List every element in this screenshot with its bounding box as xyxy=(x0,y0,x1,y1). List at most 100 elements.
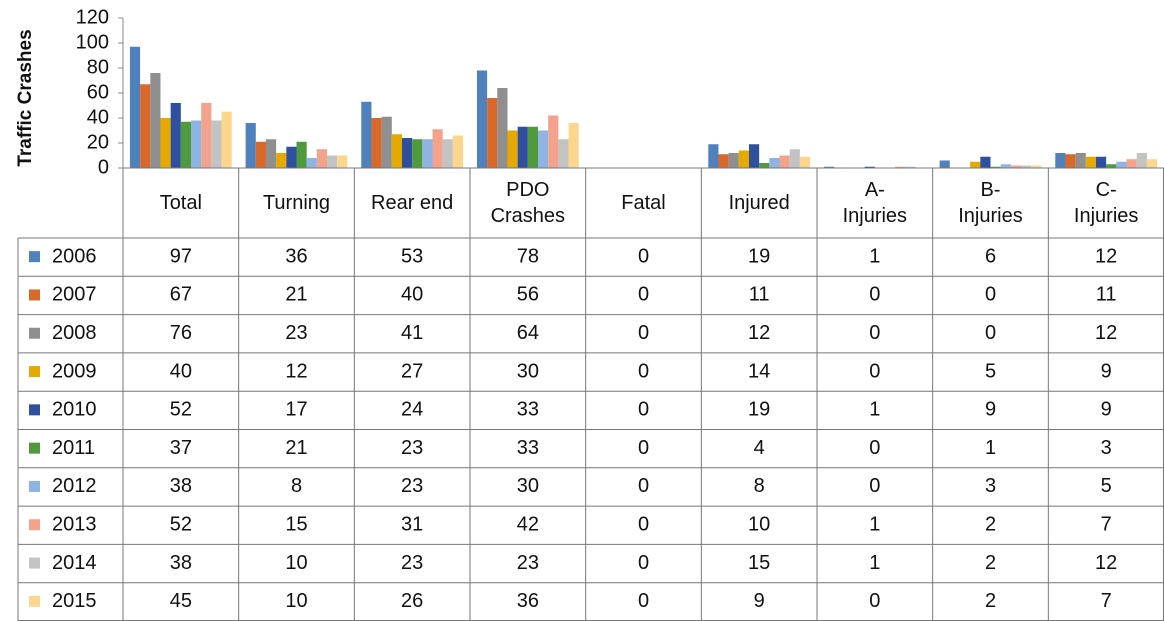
bar xyxy=(401,138,413,168)
bar xyxy=(432,129,443,168)
table-value: 0 xyxy=(869,360,880,382)
x-tick-label: B- Injuries xyxy=(958,179,1023,227)
bar xyxy=(728,153,739,168)
table-value: 7 xyxy=(1101,590,1112,612)
table-value: 36 xyxy=(285,245,307,267)
table-value: 12 xyxy=(1095,552,1117,574)
table-value: 0 xyxy=(638,552,649,574)
table-value: 7 xyxy=(1101,514,1112,536)
table-value: 0 xyxy=(869,437,880,459)
table-value: 40 xyxy=(401,284,423,306)
bar xyxy=(970,161,981,168)
bar xyxy=(286,146,297,168)
bar xyxy=(779,155,790,168)
table-value: 1 xyxy=(869,552,880,574)
table-value: 0 xyxy=(638,245,649,267)
table-value: 30 xyxy=(517,475,539,497)
table-value: 23 xyxy=(285,322,307,344)
bar xyxy=(422,139,433,168)
bar xyxy=(507,130,518,168)
y-tick-label: 20 xyxy=(87,131,109,153)
legend-label: 2006 xyxy=(52,245,97,267)
table-value: 38 xyxy=(170,475,192,497)
table-value: 97 xyxy=(170,245,192,267)
legend-swatch xyxy=(29,366,40,378)
bar xyxy=(1095,156,1107,168)
table-value: 0 xyxy=(869,590,880,612)
x-tick-label: Fatal xyxy=(621,192,666,214)
bar xyxy=(517,126,528,168)
table-value: 14 xyxy=(748,360,770,382)
bar xyxy=(1055,153,1066,168)
bar xyxy=(211,120,222,168)
table-value: 19 xyxy=(748,245,770,267)
table-value: 36 xyxy=(517,590,539,612)
table-value: 10 xyxy=(285,590,307,612)
bar xyxy=(306,158,317,168)
bar xyxy=(823,166,835,168)
bar xyxy=(1000,164,1011,168)
table-value: 0 xyxy=(638,399,649,421)
bar xyxy=(548,115,559,168)
table-value: 8 xyxy=(754,475,765,497)
bar xyxy=(748,144,760,168)
bar xyxy=(1106,164,1117,168)
table-value: 41 xyxy=(401,322,423,344)
bar xyxy=(905,166,916,168)
bar xyxy=(476,70,488,168)
table-value: 0 xyxy=(985,322,996,344)
table-value: 12 xyxy=(748,322,770,344)
legend-label: 2012 xyxy=(52,475,97,497)
bar xyxy=(371,118,382,168)
table-value: 23 xyxy=(401,552,423,574)
x-tick-label: Rear end xyxy=(371,192,454,214)
bar xyxy=(759,163,770,168)
table-value: 0 xyxy=(869,475,880,497)
table-value: 0 xyxy=(638,322,649,344)
table-value: 5 xyxy=(985,360,996,382)
table-value: 0 xyxy=(638,360,649,382)
bar xyxy=(191,120,202,168)
table-value: 10 xyxy=(285,552,307,574)
table-value: 11 xyxy=(1096,284,1117,306)
table-value: 1 xyxy=(869,245,880,267)
legend-label: 2011 xyxy=(52,437,95,459)
table-value: 6 xyxy=(985,245,996,267)
table-value: 9 xyxy=(754,590,765,612)
bar xyxy=(361,101,372,168)
legend-label: 2009 xyxy=(52,360,97,382)
legend-label: 2015 xyxy=(52,590,97,612)
legend-swatch xyxy=(29,289,40,301)
bar xyxy=(391,134,402,168)
legend-swatch xyxy=(29,557,40,569)
legend-label: 2007 xyxy=(52,284,97,306)
table-value: 4 xyxy=(754,437,765,459)
legend-label: 2008 xyxy=(52,322,97,344)
legend-swatch xyxy=(29,327,40,339)
x-tick-label: PDO Crashes xyxy=(490,179,566,227)
bar xyxy=(527,126,539,168)
bar xyxy=(1010,165,1022,168)
table-value: 8 xyxy=(291,475,302,497)
y-tick-label: 0 xyxy=(98,156,109,178)
table-value: 31 xyxy=(401,514,423,536)
y-axis-label: Traffic Crashes xyxy=(15,29,36,166)
table-value: 0 xyxy=(985,284,996,306)
table-value: 19 xyxy=(748,399,770,421)
bar xyxy=(1021,165,1032,168)
table-value: 30 xyxy=(517,360,539,382)
bar xyxy=(150,73,161,168)
bar xyxy=(160,118,171,168)
legend-label: 2013 xyxy=(52,514,97,536)
table-value: 56 xyxy=(517,284,539,306)
table-value: 0 xyxy=(869,322,880,344)
legend-swatch xyxy=(29,519,40,531)
bar xyxy=(140,84,151,168)
table-value: 23 xyxy=(517,552,539,574)
bar xyxy=(129,46,141,168)
x-tick-label: A- Injuries xyxy=(842,179,908,227)
table-value: 38 xyxy=(170,552,192,574)
bar xyxy=(558,139,569,168)
x-tick-label: Total xyxy=(159,192,202,214)
table-value: 0 xyxy=(638,437,649,459)
